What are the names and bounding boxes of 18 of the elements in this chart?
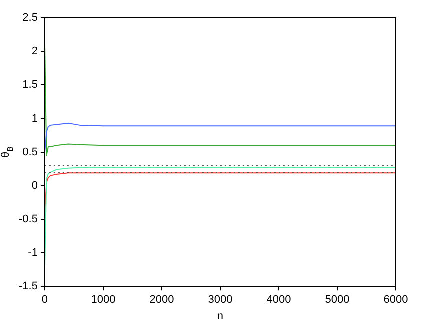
x-tick-label: 0 [42, 294, 48, 306]
x-tick-label: 1000 [91, 294, 116, 306]
y-tick-label: 2.5 [22, 12, 38, 24]
y-tick-label: -1.5 [18, 280, 38, 293]
y-tick-label: 1 [32, 112, 38, 125]
x-tick-label: 2000 [150, 294, 174, 306]
y-tick-label: 1.5 [22, 79, 38, 92]
x-tick-label: 3000 [208, 294, 233, 306]
y-tick-label: -1 [28, 247, 38, 260]
y-tick-label: 0.5 [22, 146, 38, 158]
y-tick-label: 2 [32, 46, 38, 58]
y-tick-label: 0 [32, 180, 38, 192]
x-tick-label: 5000 [325, 294, 350, 306]
x-axis-title: n [217, 310, 224, 322]
x-tick-label: 4000 [266, 294, 292, 306]
x-tick-label: 6000 [384, 294, 408, 306]
y-axis-title: θB [0, 146, 15, 158]
y-tick-label: -0.5 [18, 213, 38, 226]
